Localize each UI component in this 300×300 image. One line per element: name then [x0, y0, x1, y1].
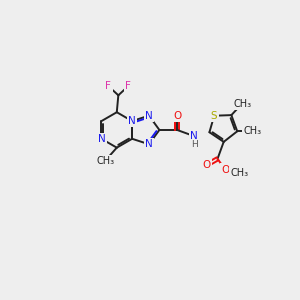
Text: O: O	[221, 165, 230, 175]
Text: N: N	[145, 111, 153, 121]
Text: CH₃: CH₃	[233, 99, 251, 109]
Text: N: N	[128, 116, 136, 126]
Text: H: H	[191, 140, 197, 149]
Text: N: N	[98, 134, 105, 144]
Text: O: O	[173, 111, 181, 121]
Text: CH₃: CH₃	[244, 126, 262, 136]
Text: CH₃: CH₃	[230, 168, 248, 178]
Text: N: N	[190, 131, 198, 141]
Text: F: F	[105, 81, 111, 91]
Text: CH₃: CH₃	[96, 156, 114, 166]
Text: N: N	[145, 139, 153, 149]
Text: O: O	[202, 160, 211, 170]
Text: F: F	[125, 81, 131, 91]
Text: S: S	[211, 111, 217, 121]
